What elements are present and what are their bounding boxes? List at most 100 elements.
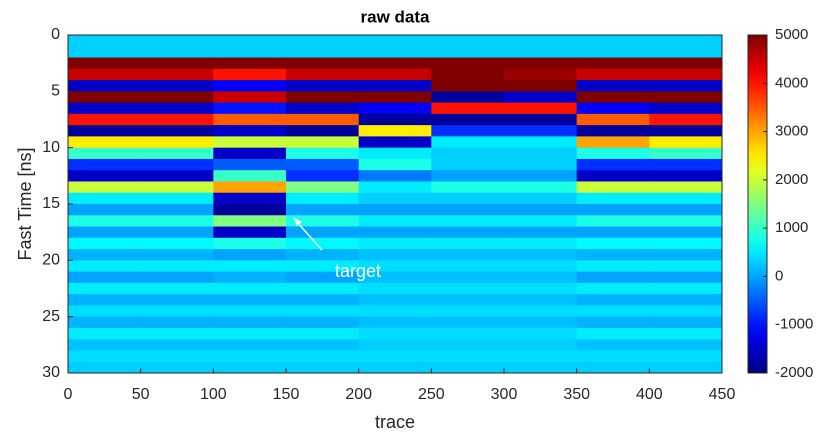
heatmap-cell	[504, 294, 578, 306]
heatmap-cell	[576, 361, 650, 374]
heatmap-cell	[213, 91, 287, 104]
heatmap-cell	[286, 57, 360, 70]
heatmap-cell	[649, 80, 723, 92]
heatmap-cell	[213, 102, 287, 115]
x-tick-label: 300	[491, 386, 518, 403]
heatmap-cell	[504, 192, 578, 205]
heatmap-cell	[649, 147, 723, 160]
heatmap-cell	[649, 46, 723, 59]
heatmap-cell	[576, 125, 650, 137]
heatmap-cell	[649, 215, 723, 228]
heatmap-cell	[213, 237, 287, 250]
heatmap-cell	[140, 147, 214, 160]
heatmap-cell	[68, 136, 142, 149]
heatmap-cell	[213, 361, 287, 374]
heatmap-cell	[576, 136, 650, 149]
heatmap-cell	[576, 91, 650, 104]
heatmap-cell	[358, 271, 432, 284]
heatmap-cell	[504, 316, 578, 329]
heatmap-cell	[576, 226, 650, 239]
colorbar-tick-label: 2000	[775, 171, 808, 188]
colorbar-tick-label: 1000	[775, 219, 808, 236]
heatmap-cell	[213, 350, 287, 363]
heatmap-cell	[431, 46, 505, 59]
heatmap-cell	[431, 102, 505, 115]
heatmap-cell	[431, 361, 505, 374]
heatmap-cell	[649, 102, 723, 115]
heatmap-cell	[649, 136, 723, 149]
heatmap-cell	[68, 35, 142, 47]
heatmap-cell	[140, 204, 214, 216]
heatmap-cell	[286, 294, 360, 306]
heatmap-cell	[68, 249, 142, 261]
heatmap-cell	[358, 102, 432, 115]
heatmap-cell	[431, 181, 505, 194]
heatmap-cell	[68, 237, 142, 250]
heatmap-cell	[431, 192, 505, 205]
heatmap-cell	[286, 282, 360, 295]
heatmap-cell	[213, 113, 287, 126]
heatmap-cell	[286, 113, 360, 126]
heatmap-cell	[358, 170, 432, 182]
heatmap-cell	[358, 316, 432, 329]
heatmap-cell	[68, 327, 142, 340]
heatmap-cell	[431, 350, 505, 363]
heatmap-cell	[358, 226, 432, 239]
heatmap-cell	[576, 192, 650, 205]
heatmap-cell	[140, 57, 214, 70]
y-axis-label: Fast Time [ns]	[15, 147, 35, 260]
heatmap-cell	[140, 271, 214, 284]
heatmap-cell	[576, 260, 650, 273]
heatmap-cell	[576, 35, 650, 47]
heatmap-cell	[358, 158, 432, 171]
heatmap-cell	[68, 80, 142, 92]
heatmap-cell	[140, 215, 214, 228]
colorbar-tick-label: 4000	[775, 74, 808, 91]
colorbar-tick-label: 5000	[775, 26, 808, 43]
y-tick-label: 0	[51, 26, 60, 43]
x-tick-label: 250	[418, 386, 445, 403]
heatmap-cell	[140, 237, 214, 250]
x-tick-label: 50	[132, 386, 150, 403]
heatmap-cell	[286, 305, 360, 318]
heatmap-cell	[504, 113, 578, 126]
y-tick-label: 20	[42, 252, 60, 269]
heatmap-cell	[286, 271, 360, 284]
heatmap-cell	[649, 361, 723, 374]
colorbar-tick-label: 3000	[775, 123, 808, 140]
heatmap-cell	[576, 305, 650, 318]
heatmap-cell	[213, 327, 287, 340]
heatmap-cell	[504, 204, 578, 216]
heatmap-cell	[576, 68, 650, 81]
heatmap-cell	[213, 294, 287, 306]
heatmap-cell	[431, 294, 505, 306]
heatmap-cell	[213, 158, 287, 171]
heatmap-cell	[68, 91, 142, 104]
x-tick-label: 400	[636, 386, 663, 403]
heatmap-cell	[68, 68, 142, 81]
heatmap-cell	[213, 147, 287, 160]
heatmap-cell	[358, 91, 432, 104]
heatmap-cell	[213, 316, 287, 329]
heatmap-cell	[286, 237, 360, 250]
heatmap-cell	[140, 249, 214, 261]
heatmap-cell	[358, 181, 432, 194]
heatmap-cell	[504, 249, 578, 261]
heatmap-cell	[213, 35, 287, 47]
heatmap-cell	[431, 136, 505, 149]
heatmap-cell	[504, 80, 578, 92]
heatmap-cell	[431, 147, 505, 160]
heatmap-cell	[431, 204, 505, 216]
heatmap-cell	[286, 316, 360, 329]
heatmap-cell	[140, 170, 214, 182]
heatmap-cell	[431, 260, 505, 273]
heatmap-cell	[68, 316, 142, 329]
heatmap-cell	[140, 350, 214, 363]
heatmap-cell	[649, 192, 723, 205]
heatmap-cell	[431, 35, 505, 47]
heatmap-cell	[504, 260, 578, 273]
heatmap-cell	[649, 226, 723, 239]
heatmap-cell	[286, 192, 360, 205]
heatmap-cell	[649, 260, 723, 273]
heatmap-cell	[504, 237, 578, 250]
